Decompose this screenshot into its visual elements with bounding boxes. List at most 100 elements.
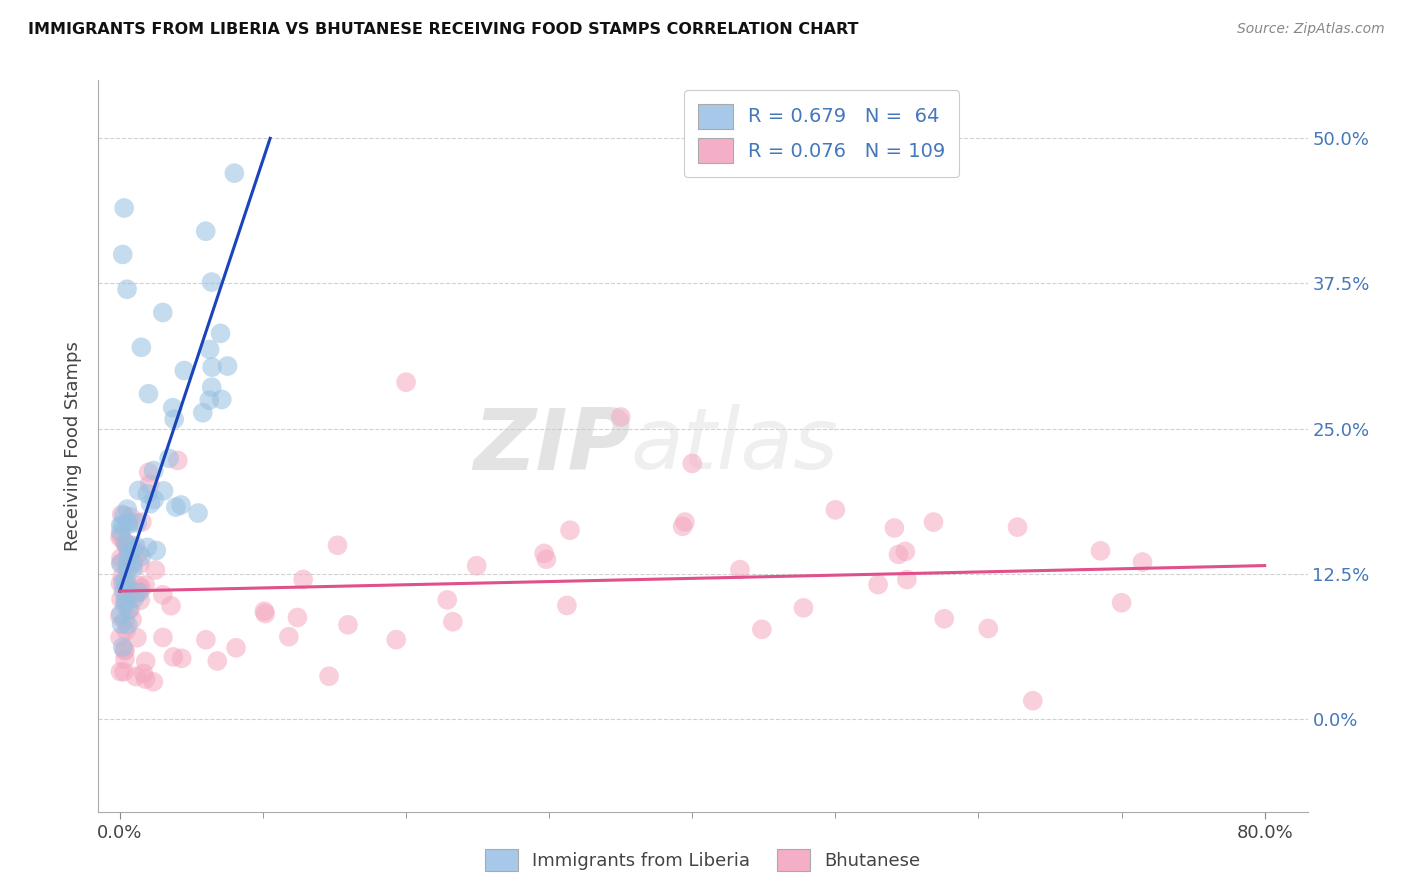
Point bbox=[887, 548, 910, 562]
Point bbox=[127, 516, 149, 530]
Point bbox=[115, 570, 138, 584]
Point bbox=[318, 669, 340, 683]
Point bbox=[115, 624, 138, 638]
Point bbox=[751, 623, 773, 637]
Point bbox=[1090, 544, 1112, 558]
Point bbox=[114, 643, 136, 657]
Point bbox=[533, 546, 555, 560]
Point bbox=[115, 592, 138, 607]
Text: Source: ZipAtlas.com: Source: ZipAtlas.com bbox=[1237, 22, 1385, 37]
Point bbox=[254, 607, 277, 621]
Point bbox=[934, 612, 956, 626]
Point bbox=[110, 557, 132, 571]
Legend: Immigrants from Liberia, Bhutanese: Immigrants from Liberia, Bhutanese bbox=[478, 842, 928, 879]
Point bbox=[395, 375, 418, 389]
Point bbox=[111, 569, 134, 583]
Point bbox=[115, 537, 138, 551]
Point bbox=[337, 618, 360, 632]
Point bbox=[142, 464, 165, 478]
Point bbox=[792, 600, 814, 615]
Point bbox=[465, 558, 488, 573]
Point bbox=[110, 665, 132, 679]
Text: ZIP: ZIP bbox=[472, 404, 630, 488]
Point bbox=[115, 578, 138, 592]
Point bbox=[125, 669, 148, 683]
Point bbox=[120, 509, 142, 524]
Point bbox=[117, 502, 139, 516]
Point bbox=[121, 613, 143, 627]
Point bbox=[170, 498, 193, 512]
Point bbox=[114, 536, 136, 550]
Point bbox=[120, 544, 142, 558]
Point bbox=[110, 617, 132, 632]
Point bbox=[894, 544, 917, 558]
Point bbox=[117, 543, 139, 558]
Point bbox=[122, 556, 145, 570]
Point bbox=[114, 593, 136, 607]
Point bbox=[115, 282, 138, 296]
Point bbox=[558, 523, 581, 537]
Point bbox=[125, 631, 148, 645]
Point bbox=[111, 575, 134, 590]
Point bbox=[127, 546, 149, 560]
Point bbox=[198, 393, 221, 408]
Point bbox=[922, 515, 945, 529]
Point bbox=[162, 401, 184, 415]
Point bbox=[672, 519, 695, 533]
Point bbox=[977, 622, 1000, 636]
Point bbox=[194, 224, 217, 238]
Point bbox=[118, 548, 141, 562]
Point bbox=[152, 588, 174, 602]
Point bbox=[165, 500, 187, 515]
Point bbox=[110, 551, 132, 566]
Point bbox=[136, 487, 159, 501]
Point bbox=[134, 578, 156, 592]
Point bbox=[1022, 694, 1045, 708]
Point bbox=[120, 538, 142, 552]
Point bbox=[152, 631, 174, 645]
Point bbox=[681, 457, 703, 471]
Point bbox=[114, 644, 136, 658]
Point bbox=[883, 521, 905, 535]
Point bbox=[117, 549, 139, 563]
Point bbox=[209, 326, 232, 341]
Point bbox=[287, 610, 309, 624]
Point bbox=[114, 614, 136, 628]
Point bbox=[114, 595, 136, 609]
Point bbox=[555, 599, 578, 613]
Point bbox=[187, 506, 209, 520]
Point bbox=[112, 584, 135, 599]
Point bbox=[728, 563, 751, 577]
Point bbox=[201, 380, 224, 394]
Point bbox=[207, 654, 229, 668]
Point bbox=[191, 406, 214, 420]
Point bbox=[110, 529, 132, 543]
Text: atlas: atlas bbox=[630, 404, 838, 488]
Point bbox=[127, 583, 149, 598]
Point bbox=[145, 563, 167, 577]
Point bbox=[111, 640, 134, 654]
Point bbox=[114, 535, 136, 549]
Point bbox=[253, 604, 276, 618]
Point bbox=[111, 508, 134, 522]
Point bbox=[110, 607, 132, 621]
Point bbox=[157, 451, 180, 466]
Point bbox=[111, 518, 134, 533]
Point bbox=[132, 666, 155, 681]
Point bbox=[118, 602, 141, 616]
Point bbox=[108, 631, 131, 645]
Point bbox=[224, 166, 246, 180]
Point bbox=[129, 593, 152, 607]
Point bbox=[896, 573, 918, 587]
Point bbox=[129, 549, 152, 564]
Point bbox=[115, 588, 138, 602]
Point bbox=[1132, 555, 1154, 569]
Point bbox=[194, 632, 217, 647]
Point bbox=[114, 574, 136, 589]
Point bbox=[111, 247, 134, 261]
Point bbox=[138, 386, 160, 401]
Point bbox=[124, 591, 146, 605]
Point bbox=[441, 615, 464, 629]
Point bbox=[131, 515, 153, 529]
Point bbox=[198, 343, 221, 357]
